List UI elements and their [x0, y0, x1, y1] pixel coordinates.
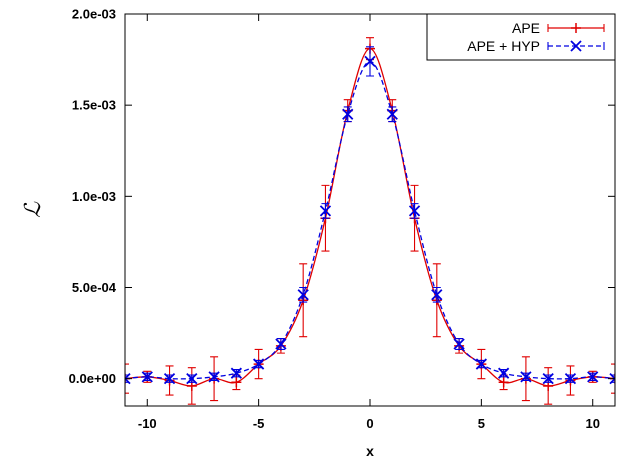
y-tick-label: 5.0e-04	[72, 280, 117, 295]
legend-box	[426, 13, 616, 61]
ape-hyp-marker	[275, 338, 287, 350]
x-tick-label: -10	[138, 416, 157, 431]
series-ape	[125, 37, 615, 405]
ape-hyp-marker	[297, 289, 309, 301]
ape-hyp-marker	[342, 108, 354, 120]
legend: APE APE + HYP	[426, 13, 616, 61]
ape-hyp-marker	[542, 373, 554, 385]
axes-layer: -10 -5 0 5 10 0.0e+00 5.0e-04 1.0e-03 1.5e-03 2.0…	[69, 7, 616, 431]
ape-hyp-point	[230, 367, 243, 379]
x-tick-label: 0	[366, 416, 373, 431]
ape-hyp-point	[125, 373, 131, 385]
ape-point	[543, 367, 554, 405]
ape-hyp-point	[252, 358, 265, 370]
ape-marker	[231, 377, 242, 388]
ape-hyp-line	[125, 60, 615, 380]
ape-hyp-marker	[475, 358, 488, 370]
ape-hyp-point	[520, 371, 532, 383]
ape-hyp-point	[408, 203, 421, 219]
legend-label-ape-hyp: APE + HYP	[467, 38, 540, 54]
ape-hyp-point	[587, 371, 599, 383]
ape-hyp-marker	[141, 371, 153, 383]
legend-marker-ape-hyp	[570, 40, 582, 52]
ape-hyp-marker	[230, 367, 243, 379]
ape-marker	[498, 377, 509, 388]
x-tick-label: 10	[585, 416, 599, 431]
ape-hyp-marker	[186, 373, 198, 385]
ape-hyp-point	[453, 337, 465, 351]
ape-hyp-marker	[453, 338, 465, 350]
ape-hyp-point	[186, 373, 198, 385]
ape-hyp-point	[386, 106, 398, 123]
series-ape-hyp	[125, 46, 615, 385]
ape-hyp-point	[609, 373, 615, 385]
ape-hyp-marker	[364, 55, 376, 68]
ape-hyp-point	[141, 371, 153, 383]
ape-hyp-marker	[408, 205, 421, 217]
ape-hyp-point	[208, 371, 220, 383]
ape-hyp-point	[431, 286, 443, 303]
ape-hyp-point	[475, 358, 488, 370]
ape-hyp-marker	[386, 108, 398, 120]
ape-hyp-point	[542, 373, 554, 385]
ape-error-bar	[611, 363, 615, 394]
ape-hyp-point	[497, 367, 510, 379]
x-tick-label: -5	[253, 416, 265, 431]
ape-hyp-point	[564, 373, 577, 385]
ape-hyp-marker	[163, 373, 176, 385]
legend-swatch-caps-ape	[547, 24, 605, 32]
legend-swatch-caps-ape-hyp	[547, 42, 605, 50]
ape-hyp-marker	[609, 373, 615, 385]
ape-hyp-point	[163, 373, 176, 385]
ape-hyp-marker	[520, 371, 532, 383]
series-layer	[125, 37, 615, 405]
ape-point	[186, 367, 197, 405]
ape-hyp-marker	[125, 373, 131, 385]
ape-hyp-marker	[564, 373, 577, 385]
ape-hyp-point	[364, 46, 376, 77]
x-axis-label: x	[366, 443, 374, 459]
ape-hyp-point	[319, 203, 332, 219]
y-tick-label: 1.0e-03	[72, 189, 116, 204]
y-tick-label: 2.0e-03	[72, 7, 116, 22]
ape-hyp-marker	[497, 367, 510, 379]
ape-hyp-marker	[431, 289, 443, 301]
legend-label-ape: APE	[512, 20, 540, 36]
ape-line	[125, 47, 615, 387]
ape-hyp-marker	[252, 358, 265, 370]
ape-hyp-marker	[208, 371, 220, 383]
x-tick-label: 5	[478, 416, 485, 431]
y-tick-label: 1.5e-03	[72, 98, 116, 113]
ape-hyp-point	[342, 106, 354, 123]
ape-hyp-point	[297, 286, 309, 303]
y-axis-label: ℒ	[20, 201, 45, 218]
legend-marker-ape	[571, 23, 581, 33]
ape-hyp-marker	[587, 371, 599, 383]
ape-hyp-point	[275, 337, 287, 351]
ape-error-bar	[125, 363, 129, 394]
ape-hyp-marker	[319, 205, 332, 217]
y-tick-label: 0.0e+00	[69, 371, 116, 386]
